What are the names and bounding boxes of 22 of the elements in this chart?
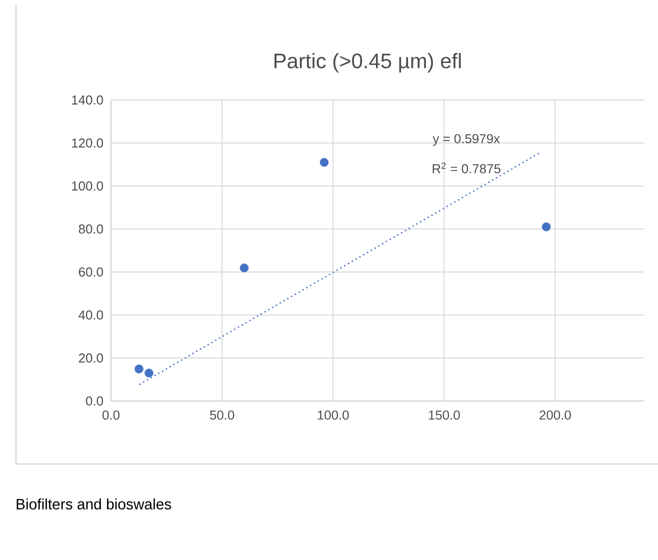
chart-title: Partic (>0.45 µm) efl [274, 52, 461, 72]
x-tick-label: 50.0 [210, 410, 234, 420]
point [240, 264, 249, 272]
x-tick-label: 0.0 [102, 410, 120, 420]
y-tick-label: 0.0 [86, 396, 103, 406]
y-tick-label: 120.0 [72, 138, 103, 148]
point [144, 368, 154, 378]
point [134, 364, 144, 374]
x-tick-label: 100.0 [318, 410, 349, 420]
y-tick-label: 40.0 [78, 310, 103, 320]
y-tick-label: 100.0 [72, 181, 103, 191]
text: Biofilters and bioswales [16, 498, 172, 510]
y-tick-label: 80.0 [78, 224, 103, 234]
annotation: R$^{2}$ = 0.7875 [432, 162, 500, 174]
point [320, 158, 329, 167]
point [542, 222, 551, 232]
x-tick-label: 150.0 [428, 410, 460, 420]
x-tick-label: 200.0 [540, 410, 571, 420]
annotation: y = 0.5979x [432, 134, 500, 146]
y-tick-label: 140.0 [72, 95, 103, 105]
y-tick-label: 60.0 [78, 267, 103, 277]
y-tick-label: 20.0 [78, 353, 103, 363]
